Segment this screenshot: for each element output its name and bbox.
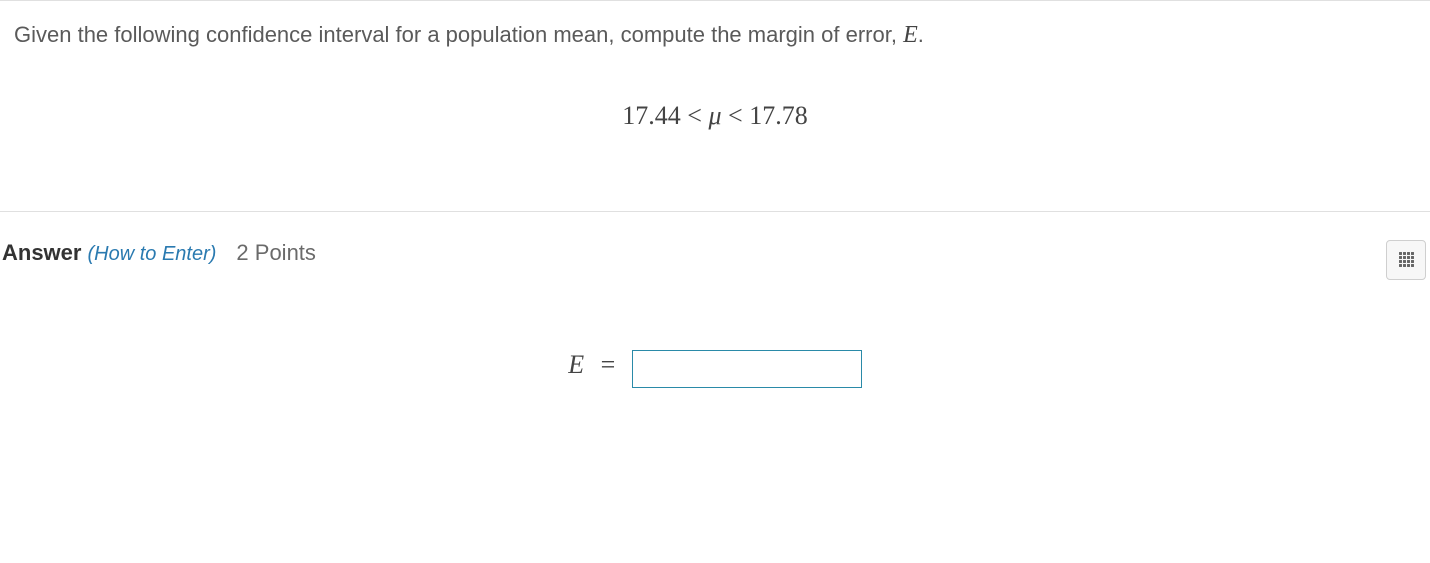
lt-sign-1: < — [681, 101, 709, 130]
equals-sign: = — [594, 350, 622, 379]
mu-symbol: μ — [708, 101, 721, 130]
answer-label: Answer — [2, 240, 81, 266]
how-to-enter-link[interactable]: (How to Enter) — [87, 243, 216, 266]
answer-header-left: Answer (How to Enter) 2 Points — [0, 240, 316, 266]
lt-sign-2: < — [722, 101, 750, 130]
question-prompt: Given the following confidence interval … — [14, 19, 1416, 53]
interval-expression: 17.44 < μ < 17.78 — [622, 101, 807, 130]
points-label: 2 Points — [236, 240, 316, 266]
answer-header: Answer (How to Enter) 2 Points — [0, 212, 1430, 280]
answer-input-row: E = — [0, 350, 1430, 388]
interval-lower: 17.44 — [622, 101, 681, 130]
confidence-interval: 17.44 < μ < 17.78 — [14, 101, 1416, 131]
keypad-icon — [1399, 252, 1414, 267]
keypad-button[interactable] — [1386, 240, 1426, 280]
variable-E: E — [903, 22, 918, 48]
prompt-text: Given the following confidence interval … — [14, 22, 903, 47]
prompt-period: . — [918, 22, 924, 47]
question-area: Given the following confidence interval … — [0, 0, 1430, 212]
interval-upper: 17.78 — [749, 101, 808, 130]
input-variable-E: E — [568, 350, 584, 379]
margin-of-error-input[interactable] — [632, 350, 862, 388]
